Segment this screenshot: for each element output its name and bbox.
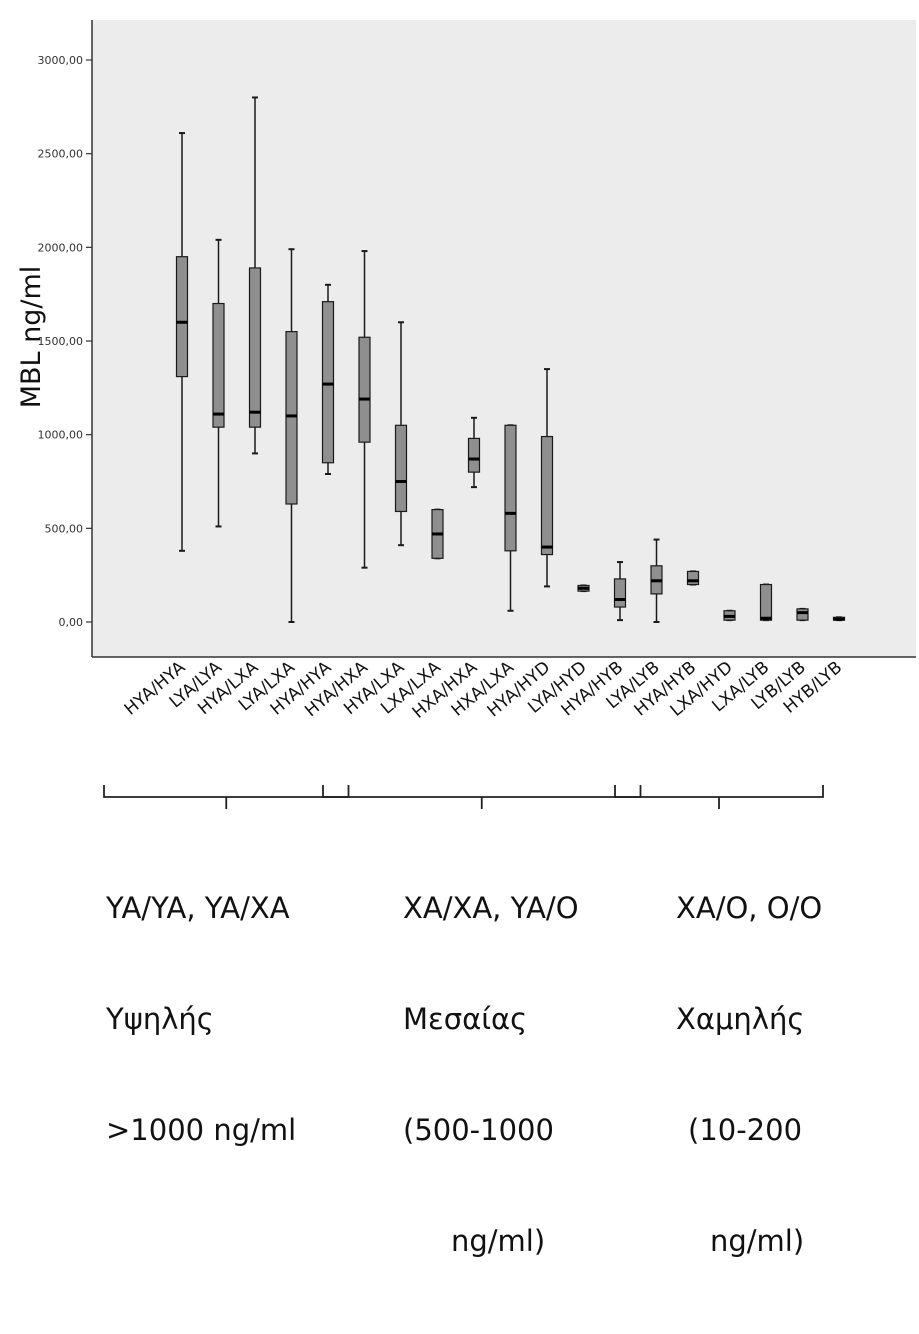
group-bracket-1 bbox=[103, 785, 350, 809]
group-label-high-line-1: YA/YA, YA/XA bbox=[106, 891, 290, 925]
box-iqr bbox=[175, 256, 189, 378]
box-iqr bbox=[540, 435, 554, 556]
group-label-medium-line-3: (500-1000 bbox=[403, 1113, 554, 1147]
box-iqr bbox=[467, 437, 481, 473]
y-tick-label: 1500,00 bbox=[38, 335, 84, 348]
group-label-high-line-2: Υψηλής bbox=[106, 1002, 214, 1036]
group-label-low-line-4: ng/ml) bbox=[710, 1224, 805, 1258]
box-15 bbox=[686, 570, 700, 586]
y-tick-label: 2500,00 bbox=[38, 148, 84, 161]
group-brackets bbox=[103, 785, 824, 809]
box-iqr bbox=[613, 578, 627, 608]
boxes bbox=[175, 96, 846, 623]
box-iqr bbox=[394, 424, 408, 513]
box-11 bbox=[540, 368, 554, 588]
box-iqr bbox=[358, 336, 371, 443]
box-7 bbox=[394, 321, 408, 547]
group-label-low-line-2: Χαμηλής bbox=[676, 1002, 805, 1036]
box-iqr bbox=[759, 583, 773, 621]
group-label-medium: XA/XA, YA/O Μεσαίας (500-1000 ng/ml) bbox=[403, 816, 579, 1334]
box-6 bbox=[358, 250, 371, 569]
box-iqr bbox=[248, 267, 262, 428]
box-4 bbox=[285, 248, 298, 623]
box-iqr bbox=[686, 570, 700, 586]
box-13 bbox=[613, 561, 627, 622]
group-label-high-line-3: >1000 ng/ml bbox=[106, 1113, 297, 1147]
group-label-high: YA/YA, YA/XA Υψηλής >1000 ng/ml bbox=[106, 816, 296, 1223]
box-8 bbox=[431, 508, 444, 560]
box-18 bbox=[796, 607, 809, 622]
box-5 bbox=[321, 283, 335, 476]
group-label-low-line-3: (10-200 bbox=[688, 1113, 803, 1147]
box-iqr bbox=[285, 331, 298, 505]
box-19 bbox=[832, 616, 846, 622]
y-tick-label: 0,00 bbox=[59, 616, 84, 629]
y-tick-label: 500,00 bbox=[45, 522, 84, 535]
box-12 bbox=[577, 584, 590, 593]
box-iqr bbox=[212, 302, 225, 428]
y-tick-label: 3000,00 bbox=[38, 54, 84, 67]
group-label-medium-line-2: Μεσαίας bbox=[403, 1002, 528, 1036]
box-2 bbox=[212, 238, 225, 528]
plot-area bbox=[92, 20, 916, 657]
y-tick-label: 1000,00 bbox=[38, 429, 84, 442]
box-14 bbox=[650, 538, 663, 623]
group-label-low: XA/O, O/O Χαμηλής (10-200 ng/ml) bbox=[676, 816, 822, 1334]
box-iqr bbox=[321, 301, 335, 464]
box-iqr bbox=[796, 608, 809, 621]
box-16 bbox=[723, 609, 736, 622]
y-tick-label: 2000,00 bbox=[38, 241, 84, 254]
box-1 bbox=[175, 132, 189, 552]
box-iqr bbox=[504, 424, 517, 552]
group-bracket-2 bbox=[322, 785, 642, 809]
x-tick-labels: HYA/HYALYA/LYAHYA/LXALYA/LXAHYA/HYAHYA/H… bbox=[121, 657, 847, 723]
box-9 bbox=[467, 416, 481, 489]
group-label-low-line-1: XA/O, O/O bbox=[676, 891, 823, 925]
group-label-medium-line-1: XA/XA, YA/O bbox=[403, 891, 579, 925]
boxplot-chart: 0,00 500,00 1000,00 1500,00 2000,00 2500,00 30… bbox=[16, 20, 916, 809]
group-label-medium-line-4: ng/ml) bbox=[451, 1224, 546, 1258]
box-17 bbox=[759, 583, 773, 622]
box-3 bbox=[248, 96, 262, 455]
box-10 bbox=[504, 424, 517, 612]
axes: 0,00 500,00 1000,00 1500,00 2000,00 2500,00 30… bbox=[38, 20, 916, 658]
group-bracket-3 bbox=[614, 785, 824, 809]
y-axis-label: MBL ng/ml bbox=[16, 266, 47, 409]
